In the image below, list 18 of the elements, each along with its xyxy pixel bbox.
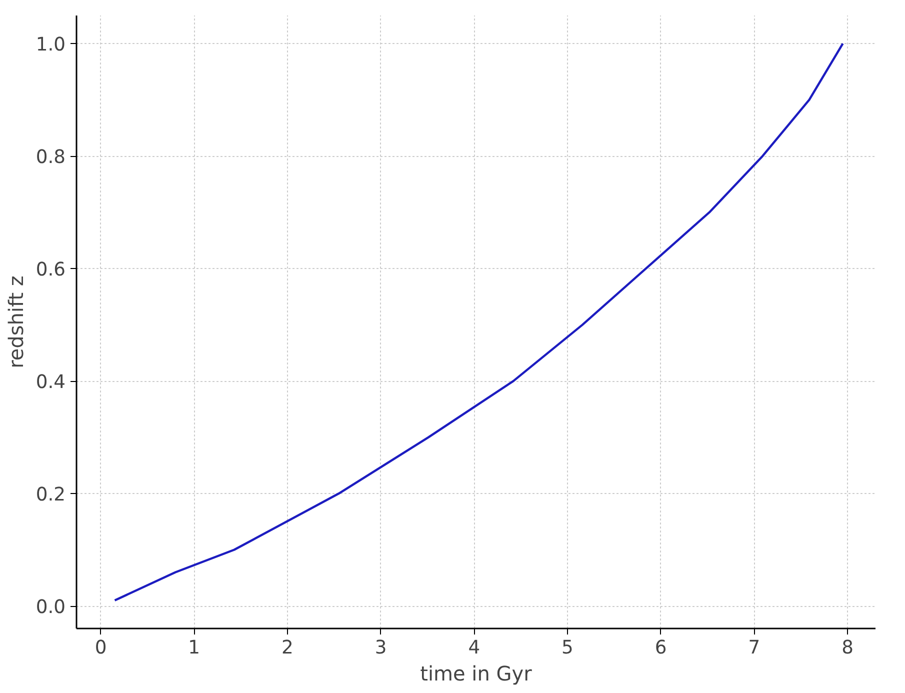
y-tick-label: 0.4 bbox=[36, 372, 66, 394]
x-tick-label: 4 bbox=[468, 638, 480, 658]
x-tick-label: 0 bbox=[94, 638, 107, 658]
y-tick-label: 1.0 bbox=[36, 34, 66, 56]
x-tick-label: 7 bbox=[748, 638, 760, 658]
x-tick-label: 1 bbox=[188, 638, 200, 658]
x-tick-label: 3 bbox=[374, 638, 387, 658]
y-tick-label: 0.8 bbox=[36, 147, 66, 168]
x-tick-label: 5 bbox=[562, 638, 574, 658]
y-tick-label: 0.2 bbox=[36, 484, 66, 506]
x-tick-label: 8 bbox=[842, 638, 854, 658]
x-tick-label: 6 bbox=[654, 638, 667, 658]
x-tick-label: 2 bbox=[282, 638, 294, 658]
y-tick-label: 0.0 bbox=[36, 597, 66, 618]
x-axis-title: time in Gyr bbox=[420, 662, 533, 686]
line-series bbox=[114, 42, 844, 602]
y-tick-label: 0.6 bbox=[36, 260, 66, 281]
y-axis-title: redshift z bbox=[4, 276, 28, 368]
